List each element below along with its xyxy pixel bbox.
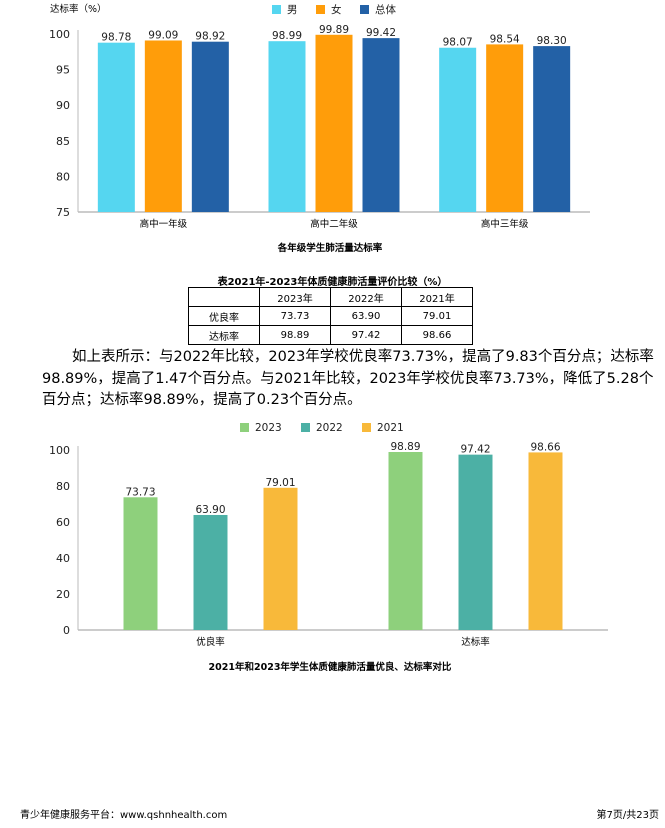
table-cell: 73.73 xyxy=(259,306,331,326)
footer-site: 青少年健康服务平台：www.qshnhealth.com xyxy=(20,810,228,821)
table-cell: 63.90 xyxy=(330,306,402,326)
x-tick-label: 达标率 xyxy=(461,636,490,648)
x-tick-label: 高中二年级 xyxy=(310,218,358,230)
table-header-cell: 2021年 xyxy=(401,287,473,307)
table-row: 达标率 98.89 97.42 98.66 xyxy=(188,325,473,345)
bar xyxy=(193,514,228,630)
data-label: 73.73 xyxy=(125,486,155,498)
bar xyxy=(486,44,524,212)
y-tick-label: 80 xyxy=(56,480,70,493)
table-cell: 优良率 xyxy=(188,306,260,326)
chart-title: 2021年和2023年学生体质健康肺活量优良、达标率对比 xyxy=(209,661,452,673)
table-caption: 表2021年-2023年体质健康肺活量评价比较（%） xyxy=(217,277,448,288)
legend-label: 2021 xyxy=(377,422,404,434)
chart-grade-vital-capacity: 75 80 85 90 95 100 高中一年级 98.78 99.09 98.92 高中二年级 98… xyxy=(49,3,590,254)
data-label: 98.54 xyxy=(490,33,520,45)
data-label: 99.42 xyxy=(366,27,396,39)
legend-swatch xyxy=(301,423,310,432)
legend-swatch xyxy=(316,5,325,14)
y-tick-label: 75 xyxy=(56,206,70,219)
legend-label: 男 xyxy=(287,4,298,16)
y-tick-label: 90 xyxy=(56,99,70,112)
table-cell: 98.89 xyxy=(259,325,331,345)
bar xyxy=(315,34,353,212)
data-label: 79.01 xyxy=(265,477,295,489)
paragraph-text: 如上表所示：与2022年比较，2023年学校优良率73.73%，提高了9.83个… xyxy=(42,349,654,408)
bar xyxy=(263,487,298,630)
data-label: 98.92 xyxy=(195,31,225,43)
y-tick-label: 95 xyxy=(56,64,70,77)
bar xyxy=(362,38,400,212)
table-cell: 98.66 xyxy=(401,325,473,345)
legend-swatch xyxy=(360,5,369,14)
data-label: 98.07 xyxy=(443,37,473,49)
table-header-cell: 2023年 xyxy=(259,287,331,307)
bar xyxy=(97,42,135,212)
table-row: 优良率 73.73 63.90 79.01 xyxy=(188,306,473,326)
y-tick-label: 80 xyxy=(56,170,70,183)
footer-page-number: 第7页/共23页 xyxy=(596,810,659,821)
table-header-row: 2023年 2022年 2021年 xyxy=(188,287,473,307)
data-label: 98.78 xyxy=(101,32,131,44)
data-label: 98.30 xyxy=(537,35,567,47)
legend-label: 女 xyxy=(331,3,342,16)
y-axis-title: 达标率（%） xyxy=(50,3,107,15)
table-header-cell: 2022年 xyxy=(330,287,402,307)
bar xyxy=(123,497,158,630)
y-tick-label: 0 xyxy=(63,624,70,637)
analysis-paragraph: 如上表所示：与2022年比较，2023年学校优良率73.73%，提高了9.83个… xyxy=(42,347,662,412)
bar xyxy=(528,452,563,630)
data-label: 99.89 xyxy=(319,24,349,36)
y-tick-label: 40 xyxy=(56,552,70,565)
y-tick-label: 100 xyxy=(49,28,70,41)
table-cell: 79.01 xyxy=(401,306,473,326)
legend-swatch xyxy=(240,423,249,432)
y-tick-label: 85 xyxy=(56,135,70,148)
bar xyxy=(144,40,182,212)
bar xyxy=(458,454,493,630)
y-tick-label: 60 xyxy=(56,516,70,529)
y-tick-label: 100 xyxy=(49,444,70,457)
table-cell: 达标率 xyxy=(188,325,260,345)
y-tick-label: 20 xyxy=(56,588,70,601)
x-tick-label: 高中一年级 xyxy=(140,218,188,230)
table-cell: 97.42 xyxy=(330,325,402,345)
chart-title: 各年级学生肺活量达标率 xyxy=(277,242,383,254)
legend-label: 2023 xyxy=(255,422,282,434)
bar xyxy=(268,41,306,213)
x-tick-label: 高中三年级 xyxy=(481,218,529,230)
legend-swatch xyxy=(362,423,371,432)
data-label: 99.09 xyxy=(148,29,178,41)
legend-label: 2022 xyxy=(316,422,343,434)
bar xyxy=(533,46,571,212)
bar xyxy=(191,41,229,212)
data-label: 98.89 xyxy=(390,441,420,453)
bar xyxy=(439,47,477,212)
data-label: 98.99 xyxy=(272,30,302,42)
data-label: 63.90 xyxy=(195,504,225,516)
legend-label: 总体 xyxy=(375,3,396,16)
data-label: 97.42 xyxy=(460,444,490,456)
data-label: 98.66 xyxy=(530,441,560,453)
table-header-cell xyxy=(188,287,260,307)
chart-year-comparison: 0 20 40 60 80 100 优良率 73.73 63.90 79.01 达标率 98.89 97… xyxy=(49,422,608,673)
legend-swatch xyxy=(272,5,281,14)
x-tick-label: 优良率 xyxy=(196,636,225,648)
comparison-table: 2023年 2022年 2021年 优良率 73.73 63.90 79.01 … xyxy=(188,287,473,345)
bar xyxy=(388,451,423,630)
